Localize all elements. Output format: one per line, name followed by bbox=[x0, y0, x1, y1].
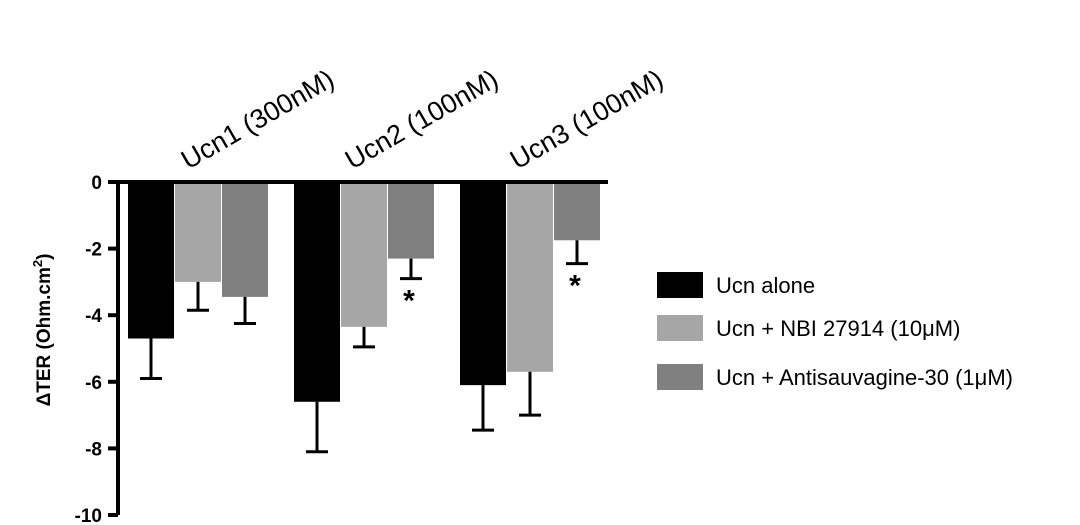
y-axis-label: ΔTER (Ohm.cm2) bbox=[30, 254, 55, 407]
bar bbox=[175, 182, 221, 282]
y-tick-label: -6 bbox=[85, 373, 102, 394]
bar bbox=[128, 182, 174, 339]
legend-swatch bbox=[657, 272, 703, 298]
legend-entry: Ucn + NBI 27914 (10μM) bbox=[716, 316, 960, 341]
category-labels: Ucn1 (300nM) Ucn2 (100nM) Ucn3 (100nM) bbox=[176, 64, 668, 176]
bar bbox=[554, 182, 600, 241]
y-axis: 0 -2 -4 -6 -8 -10 bbox=[75, 173, 120, 525]
bar bbox=[388, 182, 434, 259]
bar bbox=[507, 182, 553, 372]
category-label: Ucn1 (300nM) bbox=[176, 64, 339, 176]
bar bbox=[294, 182, 340, 402]
y-tick-label: -2 bbox=[85, 240, 102, 261]
y-tick-label: 0 bbox=[91, 173, 102, 194]
bar bbox=[222, 182, 268, 297]
bar bbox=[341, 182, 387, 327]
category-label: Ucn2 (100nM) bbox=[340, 64, 503, 176]
y-tick-label: -8 bbox=[85, 439, 102, 460]
error-bars-group bbox=[140, 240, 588, 454]
significance-marker: * bbox=[403, 285, 415, 318]
significance-marker: * bbox=[569, 270, 581, 303]
y-tick-label: -4 bbox=[85, 306, 102, 327]
category-label: Ucn3 (100nM) bbox=[505, 64, 668, 176]
annotations-group: * * bbox=[403, 270, 581, 318]
legend-swatch bbox=[657, 315, 703, 341]
legend: Ucn alone Ucn + NBI 27914 (10μM) Ucn + Ant… bbox=[657, 272, 1013, 390]
legend-entry: Ucn alone bbox=[716, 273, 815, 298]
bar bbox=[460, 182, 506, 386]
y-tick-label: -10 bbox=[75, 506, 102, 525]
bars-group bbox=[128, 182, 600, 402]
legend-entry: Ucn + Antisauvagine-30 (1μM) bbox=[716, 365, 1013, 390]
legend-swatch bbox=[657, 364, 703, 390]
